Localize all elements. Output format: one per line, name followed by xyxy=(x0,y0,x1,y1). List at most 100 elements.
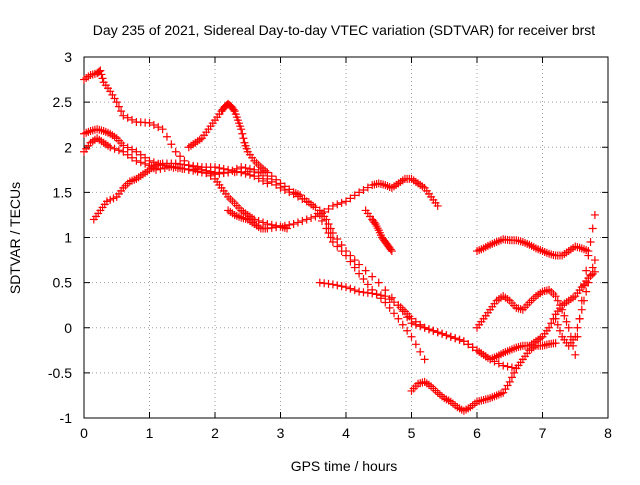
data-point xyxy=(277,223,285,231)
data-point xyxy=(556,327,564,335)
data-point xyxy=(325,280,333,288)
data-point xyxy=(165,163,173,171)
data-point xyxy=(252,159,260,167)
data-point xyxy=(298,217,306,225)
data-point xyxy=(154,123,162,131)
data-point xyxy=(552,339,560,347)
data-point xyxy=(316,279,324,287)
series-s3 xyxy=(80,134,291,232)
data-point xyxy=(571,351,579,359)
data-point xyxy=(549,290,557,298)
data-point xyxy=(434,389,442,397)
data-point xyxy=(338,282,346,290)
data-point xyxy=(434,328,442,336)
data-point xyxy=(565,324,573,332)
data-point xyxy=(290,220,298,228)
x-tick-label: 4 xyxy=(342,425,350,441)
data-point xyxy=(456,336,464,344)
data-point xyxy=(584,252,592,260)
x-tick-label: 0 xyxy=(80,425,88,441)
chart: Day 235 of 2021, Sidereal Day-to-day VTE… xyxy=(0,0,640,480)
data-point xyxy=(514,237,522,245)
data-point xyxy=(480,396,488,404)
data-point xyxy=(377,180,385,188)
data-point xyxy=(429,385,437,393)
data-point xyxy=(359,275,367,283)
data-point xyxy=(558,306,566,314)
data-point xyxy=(587,238,595,246)
data-point xyxy=(508,363,516,371)
data-point xyxy=(547,319,555,327)
data-point xyxy=(226,195,234,203)
data-point xyxy=(578,306,586,314)
data-point xyxy=(375,179,383,187)
data-point xyxy=(346,252,354,260)
data-point xyxy=(442,331,450,339)
data-point xyxy=(560,312,568,320)
data-point xyxy=(237,169,245,177)
x-tick-label: 5 xyxy=(408,425,416,441)
data-point xyxy=(84,128,92,136)
data-point xyxy=(576,315,584,323)
data-point xyxy=(338,199,346,207)
data-point xyxy=(582,288,590,296)
data-point xyxy=(346,285,354,293)
data-point xyxy=(552,292,560,300)
data-point xyxy=(580,245,588,253)
series-s2 xyxy=(80,125,520,372)
data-point xyxy=(549,251,557,259)
data-point xyxy=(473,398,481,406)
data-point xyxy=(541,287,549,295)
data-point xyxy=(543,341,551,349)
data-point xyxy=(591,256,599,264)
data-point xyxy=(510,369,518,377)
data-point xyxy=(211,163,219,171)
data-point xyxy=(436,391,444,399)
data-point xyxy=(425,325,433,333)
data-point xyxy=(333,200,341,208)
data-point xyxy=(342,283,350,291)
data-point xyxy=(368,273,376,281)
data-point xyxy=(508,373,516,381)
series-s1 xyxy=(80,67,429,364)
data-point xyxy=(329,280,337,288)
y-tick-label: -0.5 xyxy=(48,365,72,381)
data-point xyxy=(364,280,372,288)
data-point xyxy=(547,288,555,296)
y-tick-label: 2 xyxy=(64,139,72,155)
data-point xyxy=(504,363,512,371)
data-point xyxy=(309,202,317,210)
x-tick-label: 8 xyxy=(604,425,612,441)
data-point xyxy=(294,218,302,226)
data-point xyxy=(399,321,407,329)
x-tick-label: 7 xyxy=(539,425,547,441)
data-point xyxy=(412,340,420,348)
y-tick-label: 3 xyxy=(64,49,72,65)
data-point xyxy=(108,91,116,99)
series-s12 xyxy=(552,256,599,350)
data-point xyxy=(408,333,416,341)
y-axis-label: SDTVAR / TECUs xyxy=(7,182,23,294)
data-point xyxy=(573,324,581,332)
data-point xyxy=(432,387,440,395)
data-point xyxy=(220,165,228,173)
data-point xyxy=(528,296,536,304)
data-point xyxy=(111,95,119,103)
data-point xyxy=(327,224,335,232)
grid xyxy=(84,57,608,418)
data-point xyxy=(121,182,129,190)
data-point xyxy=(119,112,127,120)
data-point xyxy=(390,309,398,317)
data-point xyxy=(388,294,396,302)
data-point xyxy=(333,243,341,251)
data-point xyxy=(185,161,193,169)
data-point xyxy=(375,279,383,287)
data-point xyxy=(563,318,571,326)
data-point xyxy=(368,289,376,297)
data-point xyxy=(128,116,136,124)
data-point xyxy=(163,133,171,141)
data-point xyxy=(589,224,597,232)
series-s10 xyxy=(408,339,560,415)
data-point xyxy=(228,197,236,205)
data-point xyxy=(416,348,424,356)
